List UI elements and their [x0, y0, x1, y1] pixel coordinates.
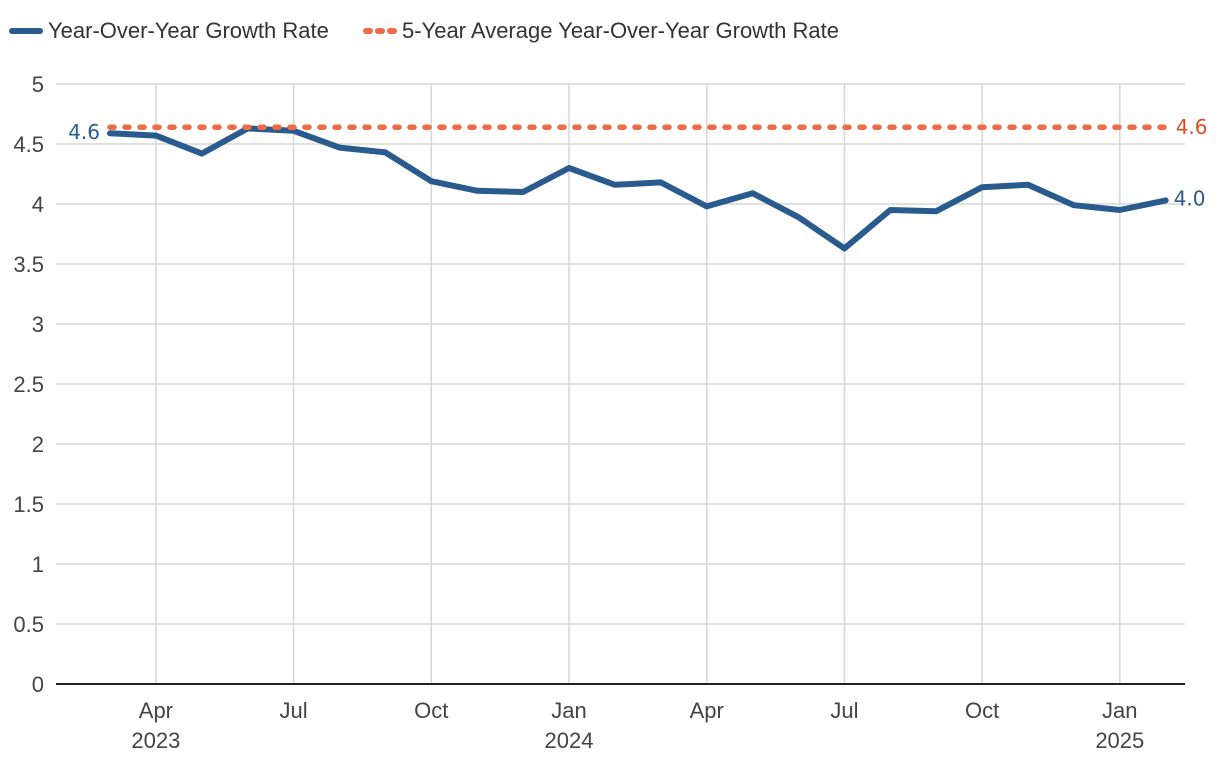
y-tick-label: 2 [32, 432, 44, 457]
y-tick-label: 2.5 [13, 372, 44, 397]
x-tick-label: Jan [551, 698, 586, 723]
data-label-5yr-average-end: 4.6 [1176, 115, 1208, 139]
y-tick-label: 4.5 [13, 132, 44, 157]
chart-axes: 0 0.5 1 1.5 2 2.5 3 3.5 4 4.5 5 Apr 2023 Jul Oct Jan 202… [13, 72, 1185, 753]
y-tick-label: 4 [32, 192, 44, 217]
data-label-yoy-start: 4.6 [68, 120, 100, 144]
series-line-yoy-growth [107, 125, 1169, 252]
legend-label-5yr-average: 5-Year Average Year-Over-Year Growth Rat… [402, 18, 839, 43]
x-tick-year-label: 2024 [545, 728, 594, 753]
chart-series [107, 124, 1169, 252]
x-tick-year-label: 2023 [131, 728, 180, 753]
x-tick-label: Jan [1102, 698, 1137, 723]
y-tick-label: 1 [32, 552, 44, 577]
y-tick-label: 3 [32, 312, 44, 337]
data-label-yoy-end: 4.0 [1174, 186, 1206, 210]
chart-gridlines [56, 83, 1185, 684]
x-tick-label: Jul [830, 698, 858, 723]
chart-legend: Year-Over-Year Growth Rate 5-Year Averag… [9, 18, 839, 43]
y-tick-label: 5 [32, 72, 44, 97]
legend-label-yoy: Year-Over-Year Growth Rate [48, 18, 329, 43]
y-tick-label: 1.5 [13, 492, 44, 517]
x-tick-label: Apr [139, 698, 173, 723]
x-tick-label: Apr [690, 698, 724, 723]
y-tick-label: 0.5 [13, 612, 44, 637]
y-tick-label: 3.5 [13, 252, 44, 277]
x-tick-label: Oct [414, 698, 448, 723]
y-tick-label: 0 [32, 672, 44, 697]
x-tick-year-label: 2025 [1095, 728, 1144, 753]
x-tick-label: Oct [965, 698, 999, 723]
x-tick-label: Jul [280, 698, 308, 723]
chart-data-labels: 4.6 4.0 4.6 [68, 115, 1207, 210]
